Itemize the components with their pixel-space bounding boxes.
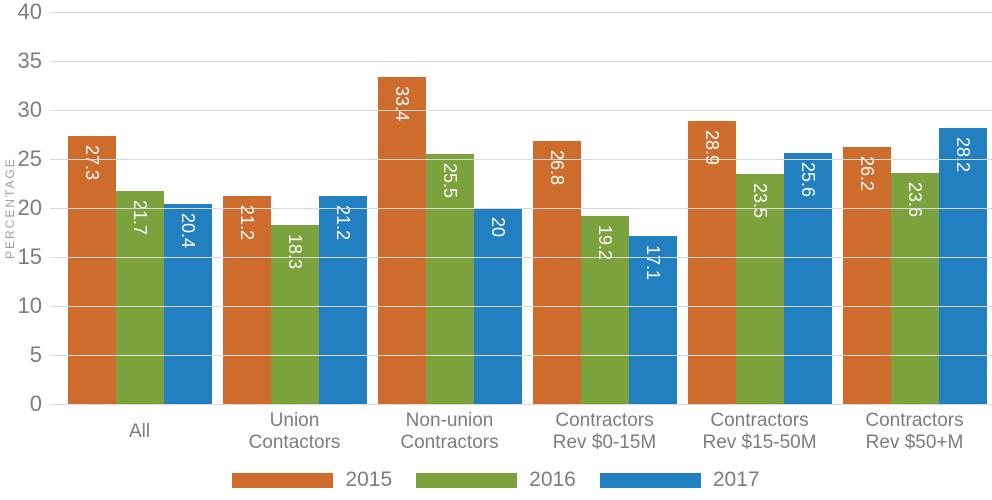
y-tick-label: 40 bbox=[17, 0, 42, 24]
bar-value-label: 23.5 bbox=[750, 182, 770, 218]
bar: 20 bbox=[473, 208, 522, 404]
bar-value-label: 21.7 bbox=[130, 200, 150, 236]
x-category-label: Contractors Rev $50+M bbox=[865, 410, 964, 453]
y-tick-label: 15 bbox=[17, 244, 42, 269]
bar-value-label: 19.2 bbox=[595, 224, 615, 260]
bar-group: 26.2 23.6 28.2 bbox=[837, 12, 992, 404]
bar-groups: 27.3 21.7 20.4 21.2 18.3 21.2 33.4 25.5 20 26.8 19… bbox=[62, 12, 992, 404]
bar: 17.1 bbox=[628, 236, 677, 404]
bar: 25.5 bbox=[425, 154, 474, 404]
bar: 21.2 bbox=[222, 196, 271, 404]
bar: 23.6 bbox=[890, 172, 939, 404]
legend-label: 2016 bbox=[529, 468, 576, 491]
legend-swatch bbox=[599, 472, 701, 488]
bar-group: 33.4 25.5 20 bbox=[372, 12, 527, 404]
bar-value-label: 25.5 bbox=[440, 163, 460, 199]
legend-swatch bbox=[416, 472, 518, 488]
y-tick-label: 20 bbox=[17, 195, 42, 220]
bar: 26.8 bbox=[532, 141, 581, 404]
bar: 26.2 bbox=[842, 147, 891, 404]
legend-item: 2015 bbox=[232, 468, 392, 492]
x-category-label: All bbox=[128, 421, 151, 442]
bar-value-label: 26.8 bbox=[547, 150, 567, 186]
bar-group: 21.2 18.3 21.2 bbox=[217, 12, 372, 404]
bar: 21.2 bbox=[318, 196, 367, 404]
y-tick-label: 25 bbox=[17, 146, 42, 171]
x-category-label: Contractors Rev $0-15M bbox=[552, 410, 657, 453]
bar-group: 26.8 19.2 17.1 bbox=[527, 12, 682, 404]
bar-value-label: 28.9 bbox=[702, 129, 722, 165]
bar-value-label: 21.2 bbox=[237, 205, 257, 241]
grid-line bbox=[50, 404, 992, 405]
bar-value-label: 33.4 bbox=[392, 85, 412, 121]
bar-value-label: 20 bbox=[488, 217, 508, 238]
bar-value-label: 20.4 bbox=[178, 213, 198, 249]
bar: 20.4 bbox=[163, 204, 212, 404]
bar: 19.2 bbox=[580, 215, 629, 404]
y-axis-tick-labels: 0 5 10 15 20 25 30 35 40 bbox=[0, 1, 42, 415]
y-tick-label: 10 bbox=[17, 293, 42, 318]
x-category-label: Union Contactors bbox=[248, 410, 341, 453]
x-category-label: Contractors Rev $15-50M bbox=[702, 410, 817, 453]
bar-group: 27.3 21.7 20.4 bbox=[62, 12, 217, 404]
bar-value-label: 23.6 bbox=[905, 181, 925, 217]
bar: 21.7 bbox=[115, 191, 164, 404]
bar: 23.5 bbox=[735, 173, 784, 404]
x-category-label: Non-union Contractors bbox=[400, 410, 499, 453]
bar: 33.4 bbox=[377, 76, 426, 404]
bar-value-label: 26.2 bbox=[857, 156, 877, 192]
bar-group: 28.9 23.5 25.6 bbox=[682, 12, 837, 404]
y-tick-label: 0 bbox=[29, 391, 42, 416]
bar-value-label: 18.3 bbox=[285, 233, 305, 269]
legend: 2015 2016 2017 bbox=[0, 468, 992, 492]
x-axis-category-labels: All Union Contactors Non-union Contractors… bbox=[62, 406, 992, 458]
plot-area: 27.3 21.7 20.4 21.2 18.3 21.2 33.4 25.5 20 26.8 19… bbox=[50, 12, 992, 405]
bar-value-label: 21.2 bbox=[333, 205, 353, 241]
legend-label: 2015 bbox=[345, 468, 393, 491]
y-tick-label: 30 bbox=[17, 97, 42, 122]
bar-value-label: 17.1 bbox=[643, 245, 663, 281]
y-tick-label: 5 bbox=[29, 342, 42, 367]
bar: 18.3 bbox=[270, 224, 319, 404]
bar-value-label: 25.6 bbox=[798, 162, 818, 198]
legend-item: 2017 bbox=[599, 468, 760, 492]
bar: 28.2 bbox=[938, 127, 987, 404]
y-tick-label: 35 bbox=[17, 48, 42, 73]
bar-value-label: 28.2 bbox=[953, 136, 973, 172]
bar-value-label: 27.3 bbox=[82, 145, 102, 181]
bar: 28.9 bbox=[687, 120, 736, 404]
bar: 27.3 bbox=[67, 136, 116, 404]
legend-label: 2017 bbox=[712, 468, 760, 491]
legend-swatch bbox=[232, 472, 334, 488]
legend-item: 2016 bbox=[416, 468, 576, 492]
bar: 25.6 bbox=[783, 153, 832, 404]
